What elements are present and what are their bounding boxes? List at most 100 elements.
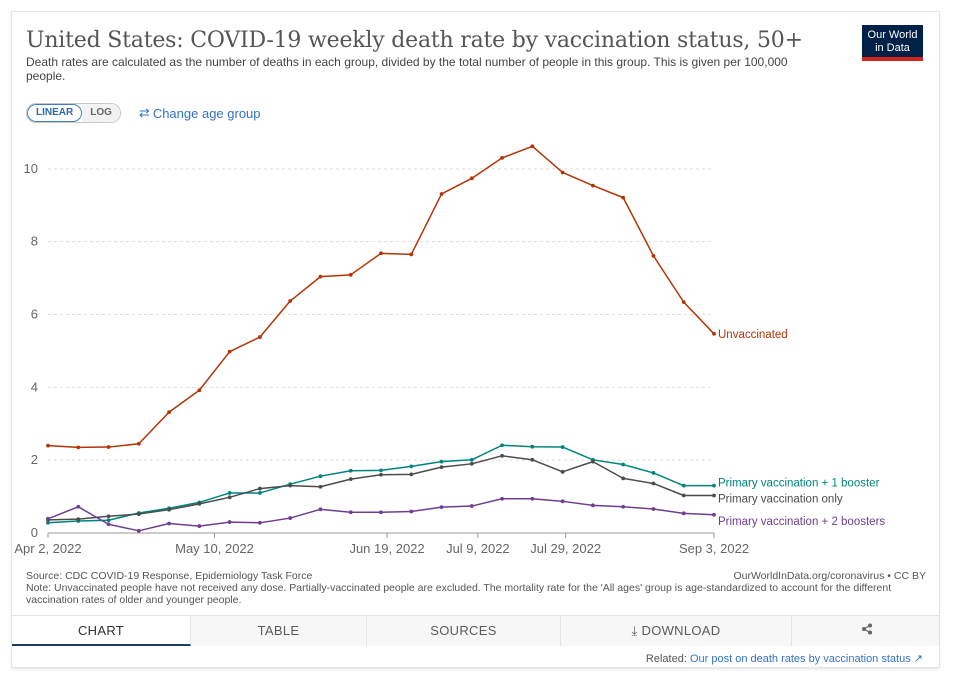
data-point (197, 388, 202, 393)
related-link-row: Related: Our post on death rates by vacc… (646, 652, 923, 665)
tab-sources[interactable]: SOURCES (367, 616, 561, 646)
data-point (46, 520, 50, 525)
x-tick-label: Jun 19, 2022 (349, 541, 424, 556)
data-point (227, 491, 232, 495)
data-point (258, 491, 262, 495)
data-point (379, 468, 383, 473)
data-point (409, 252, 414, 257)
data-point (621, 462, 626, 467)
data-point (318, 274, 323, 279)
related-post-link-text: Our post on death rates by vaccination s… (689, 653, 911, 665)
data-point (197, 524, 202, 528)
data-point (651, 471, 656, 475)
log-scale-button[interactable]: LOG (82, 104, 120, 122)
data-point (409, 464, 414, 469)
data-point (621, 504, 626, 509)
data-point (712, 493, 716, 498)
data-point (76, 517, 81, 522)
series-line (47, 455, 714, 521)
chart-subtitle: Death rates are calculated as the number… (26, 55, 788, 83)
data-point (227, 495, 232, 500)
data-point (530, 457, 535, 462)
tab-table[interactable]: TABLE (191, 616, 367, 646)
data-point (167, 410, 171, 415)
data-point (106, 522, 111, 527)
linear-scale-button[interactable]: LINEAR (27, 104, 83, 122)
data-point (500, 453, 504, 458)
data-point (379, 251, 383, 256)
logo-line-1: Our World (867, 29, 918, 41)
chart-title: United States: COVID-19 weekly death rat… (26, 28, 803, 53)
related-prefix: Related: (645, 653, 687, 665)
chart-tabs: CHART TABLE SOURCES ⤓ DOWNLOAD (12, 615, 939, 646)
data-point (76, 504, 81, 509)
note-text: Note: Unvaccinated people have not recei… (26, 582, 892, 606)
data-point (439, 465, 444, 469)
data-point (258, 486, 262, 491)
data-point (712, 512, 716, 517)
series-label: Primary vaccination + 2 boosters (718, 516, 885, 528)
data-point (348, 468, 353, 473)
data-point (439, 192, 444, 196)
data-point (76, 445, 81, 450)
series-line (47, 145, 715, 449)
tab-download-label: DOWNLOAD (641, 623, 721, 638)
data-point (439, 505, 444, 510)
y-tick-label: 10 (24, 161, 38, 176)
data-point (560, 469, 565, 474)
data-point (621, 195, 626, 200)
change-age-group-button[interactable]: ⇄ Change age group (139, 105, 261, 121)
credit-text[interactable]: OurWorldInData.org/coronavirus • CC BY (733, 570, 926, 582)
y-tick-label: 2 (31, 452, 38, 467)
chart-footer: Source: CDC COVID-19 Response, Epidemiol… (26, 570, 926, 606)
data-point (681, 483, 686, 488)
data-point (469, 176, 474, 181)
data-point (409, 509, 414, 514)
data-point (591, 459, 595, 464)
chart-controls: LINEAR LOG ⇄ Change age group (26, 103, 261, 123)
data-point (136, 528, 141, 533)
data-point (681, 300, 686, 305)
share-icon (861, 623, 872, 635)
data-point (560, 170, 565, 175)
external-link-icon: ↗ (913, 653, 923, 665)
tab-download[interactable]: ⤓ DOWNLOAD (561, 616, 792, 646)
x-tick-label: May 10, 2022 (175, 541, 254, 556)
data-point (591, 503, 595, 508)
data-point (500, 496, 504, 501)
data-point (227, 349, 232, 354)
data-point (167, 521, 171, 526)
data-point (318, 474, 323, 479)
related-post-link[interactable]: Our post on death rates by vaccination s… (690, 653, 923, 665)
swap-arrows-icon: ⇄ (138, 105, 150, 120)
data-point (318, 484, 323, 489)
x-tick-label: Sep 3, 2022 (679, 541, 749, 556)
data-point (197, 501, 202, 506)
data-point (167, 507, 171, 512)
x-tick-label: Jul 9, 2022 (446, 541, 510, 556)
data-point (318, 507, 323, 512)
data-point (46, 516, 50, 521)
y-tick-label: 0 (31, 525, 38, 540)
chart-card: United States: COVID-19 weekly death rat… (12, 12, 939, 667)
data-point (681, 511, 686, 516)
data-point (469, 461, 474, 466)
data-point (530, 444, 535, 449)
data-point (560, 445, 565, 449)
data-point (288, 299, 293, 303)
data-point (591, 183, 595, 188)
series-label: Primary vaccination + 1 booster (718, 478, 880, 490)
data-point (651, 253, 656, 258)
data-point (621, 476, 626, 481)
data-point (439, 459, 444, 464)
owid-logo[interactable]: Our World in Data (862, 25, 923, 61)
data-point (500, 443, 504, 448)
series-line (47, 498, 715, 532)
data-point (227, 520, 232, 524)
tab-share[interactable] (792, 616, 941, 646)
series-label: Primary vaccination only (718, 493, 843, 505)
data-point (258, 335, 262, 339)
tab-chart[interactable]: CHART (12, 616, 191, 646)
y-tick-label: 4 (31, 379, 38, 394)
y-tick-label: 6 (31, 307, 38, 322)
